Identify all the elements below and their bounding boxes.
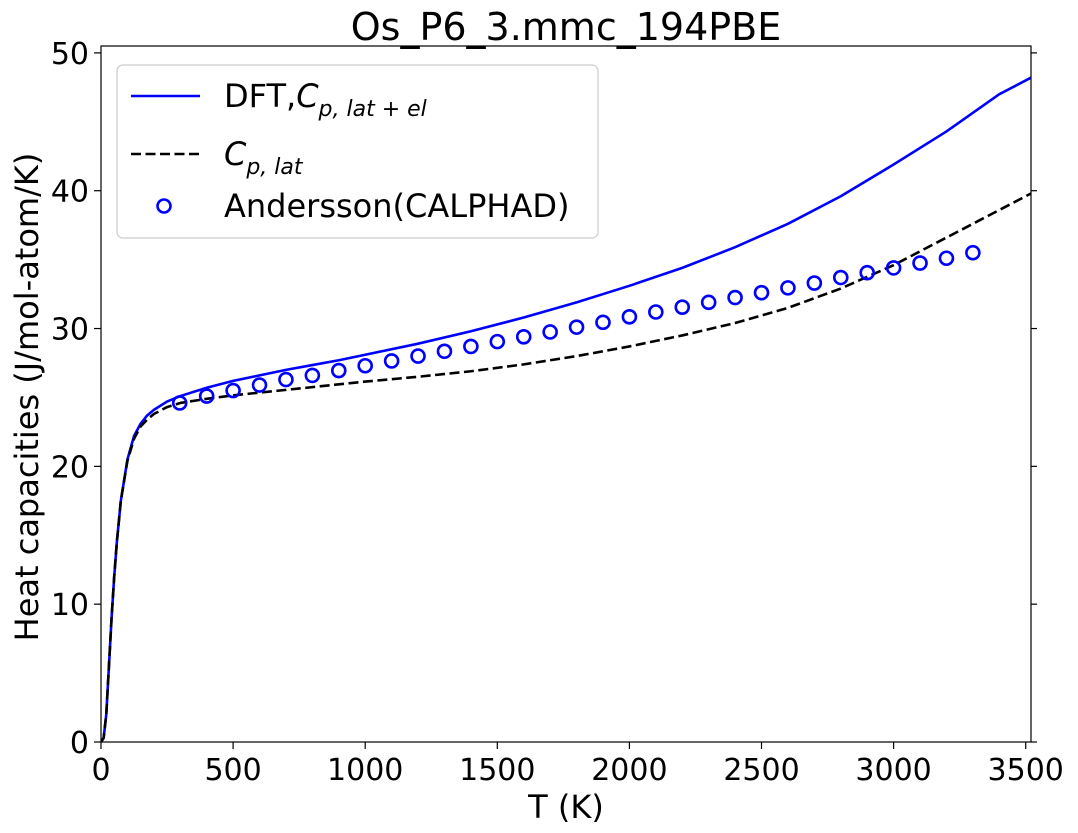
calphad-data-point bbox=[489, 333, 506, 350]
calphad-data-point bbox=[463, 338, 479, 355]
x-tick-label: 1000 bbox=[327, 753, 403, 788]
calphad-data-point bbox=[542, 324, 558, 340]
calphad-data-point bbox=[515, 329, 532, 345]
x-tick-label: 1500 bbox=[459, 753, 535, 788]
calphad-data-point bbox=[410, 348, 426, 364]
x-tick-label: 2000 bbox=[591, 753, 667, 788]
legend-label-subscript: p, lat + el bbox=[318, 97, 427, 122]
calphad-data-point bbox=[595, 314, 611, 331]
legend-marker bbox=[156, 198, 172, 214]
y-axis-label: Heat capacities (J/mol-atom/K) bbox=[8, 153, 46, 642]
y-tick-label: 20 bbox=[51, 450, 89, 485]
calphad-data-point bbox=[965, 244, 981, 261]
calphad-data-point bbox=[304, 367, 321, 384]
legend-label-symbol: C bbox=[296, 77, 319, 115]
calphad-data-point bbox=[621, 309, 638, 325]
calphad-data-point bbox=[806, 275, 823, 291]
axis-ticks: 0 500 1000 1500 2000 2500 3000 3500 0 10 20 30 40 50 bbox=[51, 37, 1064, 788]
x-tick-label: 500 bbox=[204, 753, 261, 788]
calphad-data-point bbox=[436, 343, 453, 360]
legend-label: Andersson(CALPHAD) bbox=[224, 187, 569, 225]
calphad-data-point bbox=[832, 269, 849, 286]
calphad-data-point bbox=[753, 284, 770, 301]
calphad-data-point bbox=[700, 294, 717, 311]
legend-label-subscript: p, lat bbox=[245, 155, 304, 180]
x-tick-label: 0 bbox=[91, 753, 110, 788]
legend-label: Cp, lat bbox=[224, 135, 304, 180]
y-tick-label: 0 bbox=[70, 726, 89, 761]
legend-label-symbol: C bbox=[224, 135, 247, 173]
calphad-data-point bbox=[727, 289, 743, 306]
y-tick-label: 10 bbox=[51, 588, 89, 623]
calphad-data-point bbox=[885, 260, 902, 276]
x-tick-label: 3000 bbox=[855, 753, 931, 788]
calphad-data-point bbox=[648, 304, 664, 320]
legend-label-prefix: DFT, bbox=[224, 77, 296, 115]
calphad-data-point bbox=[278, 371, 294, 388]
calphad-data-point bbox=[225, 382, 241, 399]
y-tick-label: 50 bbox=[51, 37, 89, 72]
chart-title: Os_P6_3.mmc_194PBE bbox=[351, 5, 782, 49]
cp-lat-line bbox=[101, 192, 1031, 742]
x-tick-label: 2500 bbox=[723, 753, 799, 788]
calphad-data-point bbox=[912, 255, 928, 271]
calphad-data-point bbox=[330, 362, 347, 379]
legend-label: DFT,Cp, lat + el bbox=[224, 77, 427, 122]
calphad-data-point bbox=[171, 395, 188, 411]
calphad-data-point bbox=[859, 264, 875, 281]
y-tick-label: 30 bbox=[51, 313, 89, 348]
legend-box bbox=[116, 64, 599, 239]
calphad-data-point bbox=[198, 388, 215, 404]
calphad-data-point bbox=[251, 377, 268, 393]
x-tick-label: 3500 bbox=[988, 753, 1064, 788]
calphad-data-point bbox=[938, 250, 955, 267]
calphad-data-point bbox=[383, 353, 400, 369]
calphad-data-point bbox=[674, 299, 691, 315]
plot-area bbox=[101, 76, 1031, 742]
calphad-data-point bbox=[357, 357, 374, 374]
plot-frame bbox=[100, 45, 1032, 743]
calphad-data-point bbox=[568, 319, 585, 335]
y-tick-label: 40 bbox=[51, 175, 89, 210]
calphad-data-point bbox=[780, 280, 796, 296]
x-axis-label: T (K) bbox=[527, 788, 604, 826]
